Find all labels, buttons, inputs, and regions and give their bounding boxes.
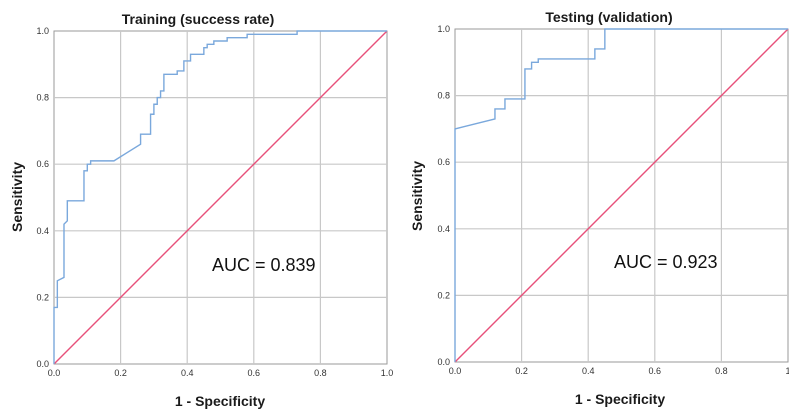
testing-roc-curve — [454, 28, 788, 362]
testing-x-tick-label: 0.4 — [582, 366, 595, 376]
training-y-tick-label: 0.8 — [36, 93, 49, 103]
training-y-tick-label: 0.4 — [36, 226, 49, 236]
training-y-tick-label: 0.6 — [36, 159, 49, 169]
training-x-tick-label: 0.2 — [114, 368, 127, 378]
training-roc-curve — [53, 30, 387, 364]
testing-series — [454, 28, 789, 363]
testing-y-axis-label: Sensitivity — [409, 161, 425, 231]
training-x-axis-label: 1 - Specificity — [175, 393, 265, 409]
training-series — [53, 30, 388, 365]
training-x-tick-label: 1.0 — [381, 368, 394, 378]
testing-auc-annotation: AUC = 0.923 — [614, 252, 718, 272]
training-ticks: 0.0 0.2 0.4 0.6 0.8 1.0 0.0 0.2 0.4 0.6 0.8 1.0 — [36, 26, 393, 378]
training-x-tick-label: 0.0 — [48, 368, 61, 378]
testing-y-tick-label: 0.2 — [437, 290, 450, 300]
training-y-tick-label: 0.2 — [36, 292, 49, 302]
training-auc-annotation: AUC = 0.839 — [212, 255, 316, 275]
training-chart-title: Training (success rate) — [122, 11, 275, 27]
training-panel: 0.0 0.2 0.4 0.6 0.8 1.0 0.0 0.2 0.4 0.6 0.8 1.0 Tra… — [9, 11, 393, 409]
training-y-tick-label: 1.0 — [36, 26, 49, 36]
training-x-tick-label: 0.6 — [248, 368, 261, 378]
testing-panel: 0.0 0.2 0.4 0.6 0.8 1 0.0 0.2 0.4 0.6 0.8 1.0 Testi… — [409, 9, 789, 407]
training-reference-line — [53, 30, 388, 365]
testing-y-tick-label: 0.0 — [437, 357, 450, 367]
testing-x-axis-label: 1 - Specificity — [575, 391, 665, 407]
testing-x-tick-label: 0.0 — [449, 366, 462, 376]
testing-y-tick-label: 1.0 — [437, 24, 450, 34]
testing-y-tick-label: 0.6 — [437, 157, 450, 167]
testing-x-tick-label: 0.2 — [515, 366, 528, 376]
testing-x-tick-label: 0.6 — [649, 366, 662, 376]
testing-chart-title: Testing (validation) — [545, 9, 672, 25]
testing-grid — [455, 29, 788, 362]
training-grid — [54, 31, 387, 364]
testing-reference-line — [454, 28, 789, 363]
testing-y-tick-label: 0.8 — [437, 91, 450, 101]
training-x-tick-label: 0.8 — [314, 368, 327, 378]
testing-y-tick-label: 0.4 — [437, 224, 450, 234]
training-y-tick-label: 0.0 — [36, 359, 49, 369]
testing-ticks: 0.0 0.2 0.4 0.6 0.8 1 0.0 0.2 0.4 0.6 0.8 1.0 — [437, 24, 789, 376]
testing-x-tick-label: 1 — [785, 366, 789, 376]
training-y-axis-label: Sensitivity — [9, 162, 25, 232]
testing-x-tick-label: 0.8 — [715, 366, 728, 376]
training-x-tick-label: 0.4 — [181, 368, 194, 378]
